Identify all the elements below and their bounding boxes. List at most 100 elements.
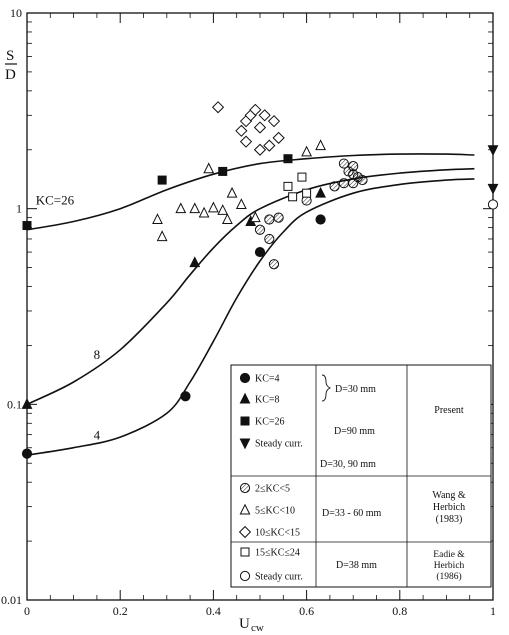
point-filled-triangle — [315, 186, 326, 198]
point-open-triangle — [301, 145, 313, 157]
x-axis-title: U cw — [239, 616, 264, 634]
data-points — [21, 21, 499, 459]
point-filled-square — [157, 175, 167, 185]
legend-diameter: D=33 - 60 mm — [322, 508, 381, 519]
point-open-triangle — [226, 186, 238, 198]
point-hatched-circle — [264, 233, 275, 245]
point-open-triangle — [189, 202, 201, 214]
point-filled-square — [22, 221, 32, 231]
point-open-diamond — [267, 115, 281, 128]
legend-diameter: D=30 mm — [335, 384, 376, 395]
legend-source: Eadie & — [433, 550, 465, 560]
x-tick-label: 1 — [490, 604, 496, 618]
point-open-triangle — [175, 202, 187, 214]
x-axis-label: U — [239, 616, 250, 632]
legend: KC=4 KC=8 KC=26 Steady curr. 2≤KC<5 5≤KC<10 10… — [230, 364, 492, 588]
legend-source: (1986) — [436, 571, 461, 582]
y-axis-denominator: D — [5, 67, 16, 83]
x-tick-label: 0.2 — [113, 604, 128, 618]
legend-source: (1983) — [436, 514, 463, 525]
point-open-square — [302, 188, 312, 198]
legend-label: Steady curr. — [255, 439, 303, 450]
point-filled-circle — [180, 391, 191, 402]
point-open-square — [288, 192, 298, 202]
point-filled-down-triangle — [239, 438, 251, 450]
y-tick-label: 0.01 — [1, 593, 22, 607]
point-hatched-circle — [239, 482, 251, 494]
point-filled-square — [240, 416, 250, 426]
x-tick-labels: 0 0.2 0.4 0.6 0.8 1 — [24, 604, 496, 618]
legend-label: Steady curr. — [255, 572, 303, 583]
y-axis-numerator: S — [6, 48, 14, 64]
legend-label: 10≤KC<15 — [255, 528, 300, 539]
legend-diameter: D=90 mm — [334, 426, 375, 437]
legend-rows: KC=4 KC=8 KC=26 Steady curr. 2≤KC<5 5≤KC<10 10… — [238, 372, 303, 583]
curve-labels: KC=26 8 4 — [36, 193, 101, 443]
point-open-diamond — [211, 101, 225, 114]
fitted-curves — [26, 153, 475, 456]
point-open-diamond — [258, 109, 271, 122]
point-filled-down-triangle — [487, 183, 499, 195]
point-filled-circle — [21, 448, 33, 459]
y-axis-title: S D — [5, 48, 17, 83]
point-hatched-circle — [338, 158, 349, 169]
legend-brace — [321, 374, 332, 402]
point-open-triangle — [217, 204, 229, 215]
point-filled-square — [218, 166, 228, 176]
legend-label: KC=4 — [255, 374, 280, 385]
legend-diameter: D=30, 90 mm — [320, 459, 376, 470]
point-open-triangle — [239, 503, 251, 515]
point-open-triangle — [235, 198, 247, 210]
point-filled-square — [283, 154, 293, 164]
fitted-curve — [26, 178, 475, 456]
point-open-circle — [239, 570, 251, 582]
point-open-diamond — [249, 103, 262, 116]
point-hatched-circle — [338, 178, 349, 189]
point-hatched-circle — [273, 212, 284, 223]
point-open-square — [297, 172, 307, 182]
point-open-triangle — [249, 211, 261, 223]
point-hatched-circle — [254, 224, 266, 235]
point-open-diamond — [238, 525, 252, 539]
point-open-diamond — [239, 135, 253, 148]
point-hatched-circle — [348, 161, 359, 172]
point-filled-circle — [239, 372, 251, 384]
point-open-square — [283, 181, 293, 191]
legend-label: 2≤KC<5 — [255, 484, 290, 495]
y-tick-label: 0.1 — [7, 397, 22, 411]
y-tick-labels: 0.01 0.1 1 10 — [1, 6, 22, 607]
point-open-triangle — [221, 213, 233, 225]
point-open-triangle — [315, 139, 326, 151]
point-hatched-circle — [357, 174, 368, 186]
point-open-triangle — [198, 206, 210, 218]
point-filled-circle — [254, 246, 266, 258]
point-filled-circle — [315, 214, 326, 225]
point-open-diamond — [235, 124, 248, 137]
curve-label: KC=26 — [36, 193, 75, 208]
legend-label: KC=26 — [255, 417, 285, 428]
fitted-curve — [26, 167, 475, 406]
x-tick-label: 0.6 — [299, 604, 314, 618]
y-tick-label: 10 — [10, 6, 22, 20]
point-hatched-circle — [268, 259, 280, 270]
fitted-curve — [26, 153, 475, 231]
point-hatched-circle — [264, 214, 275, 225]
point-filled-triangle — [239, 392, 251, 404]
x-axis-label-subscript: cw — [251, 622, 264, 634]
point-open-diamond — [263, 139, 276, 152]
x-tick-label: 0.4 — [206, 604, 221, 618]
legend-label: KC=8 — [255, 395, 280, 406]
legend-diameter: D=38 mm — [336, 560, 377, 571]
legend-source: Herbich — [433, 502, 465, 513]
curve-label: 8 — [94, 347, 101, 362]
point-filled-down-triangle — [487, 145, 499, 157]
y-tick-label: 1 — [16, 202, 22, 216]
point-open-diamond — [253, 143, 267, 156]
point-open-diamond — [253, 121, 267, 134]
legend-label: 5≤KC<10 — [255, 506, 295, 517]
point-open-triangle — [156, 230, 168, 242]
point-hatched-circle — [329, 181, 340, 192]
point-open-triangle — [203, 162, 215, 174]
point-open-triangle — [152, 213, 163, 225]
